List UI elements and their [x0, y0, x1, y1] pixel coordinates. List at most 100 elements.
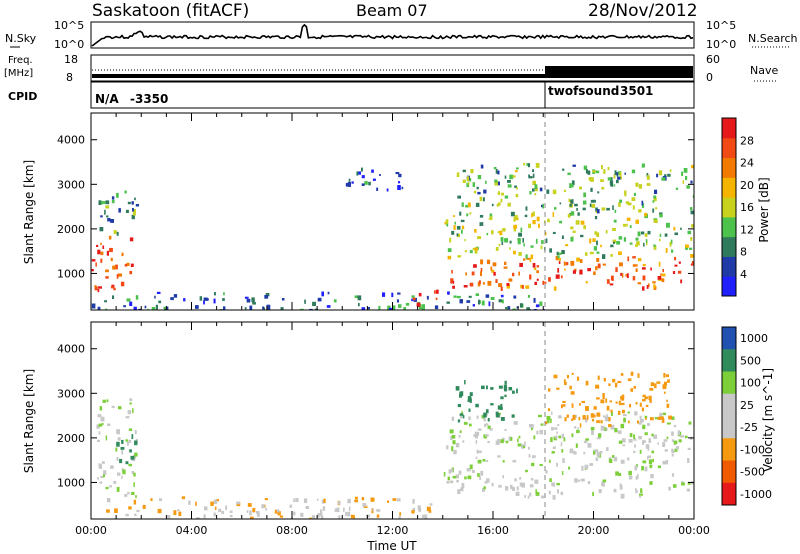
- range-cell: [138, 308, 142, 310]
- range-cell: [602, 394, 605, 400]
- range-cell: [486, 412, 488, 416]
- range-cell: [115, 447, 118, 452]
- range-cell: [605, 229, 608, 234]
- range-cell: [447, 476, 450, 481]
- range-cell: [322, 506, 326, 511]
- range-cell: [472, 182, 475, 187]
- range-cell: [113, 230, 117, 234]
- range-cell: [481, 300, 485, 306]
- range-cell: [641, 407, 644, 412]
- range-cell: [605, 398, 608, 403]
- range-cell: [577, 212, 580, 216]
- colorbar-tick-label: 24: [740, 157, 754, 170]
- range-cell: [527, 294, 530, 298]
- range-cell: [478, 450, 482, 454]
- range-cell: [134, 197, 136, 201]
- range-cell: [110, 465, 114, 469]
- range-cell: [495, 247, 499, 251]
- range-cell: [671, 453, 674, 457]
- range-cell: [533, 435, 536, 440]
- range-cell: [542, 203, 544, 209]
- range-cell: [470, 169, 474, 174]
- range-cell: [598, 489, 602, 494]
- range-cell: [688, 247, 693, 250]
- range-cell: [611, 412, 613, 416]
- range-cell: [504, 261, 507, 265]
- range-cell: [151, 307, 156, 310]
- colorbar-tick-label: 16: [740, 201, 754, 214]
- y-tick-label: 1000: [57, 476, 85, 489]
- range-cell: [497, 455, 501, 458]
- range-cell: [615, 267, 618, 273]
- range-cell: [483, 418, 486, 422]
- range-cell: [552, 189, 557, 195]
- range-cell: [96, 244, 99, 247]
- range-cell: [105, 276, 109, 279]
- range-cell: [627, 202, 632, 206]
- range-cell: [503, 384, 507, 390]
- range-cell: [635, 237, 639, 241]
- range-cell: [617, 176, 621, 180]
- range-cell: [586, 415, 589, 420]
- range-cell: [690, 180, 693, 184]
- range-cell: [403, 307, 406, 310]
- range-cell: [624, 172, 626, 175]
- range-cell: [678, 439, 682, 443]
- range-cell: [683, 168, 688, 173]
- range-cell: [529, 492, 532, 497]
- range-cell: [476, 449, 479, 454]
- range-cell: [110, 286, 114, 289]
- range-cell: [479, 476, 482, 480]
- range-cell: [590, 177, 594, 182]
- range-cell: [674, 448, 678, 452]
- range-cell: [642, 460, 647, 464]
- range-cell: [393, 305, 396, 310]
- range-cell: [154, 295, 156, 299]
- range-cell: [604, 427, 607, 432]
- range-cell: [630, 371, 634, 376]
- range-cell: [280, 307, 284, 310]
- range-cell: [668, 486, 671, 491]
- range-cell: [469, 250, 473, 254]
- range-cell: [541, 204, 543, 208]
- range-cell: [558, 415, 562, 419]
- range-cell: [659, 412, 663, 418]
- range-cell: [321, 291, 324, 297]
- range-cell: [223, 292, 225, 296]
- range-cell: [132, 209, 136, 214]
- range-cell: [483, 486, 486, 490]
- range-cell: [616, 172, 618, 176]
- range-cell: [203, 297, 208, 301]
- range-cell: [453, 449, 457, 455]
- range-cell: [653, 245, 657, 250]
- range-cell: [568, 466, 571, 470]
- range-cell: [126, 262, 130, 266]
- range-cell: [520, 284, 523, 289]
- range-cell: [121, 439, 124, 444]
- range-cell: [608, 458, 613, 463]
- range-cell: [265, 293, 270, 297]
- range-cell: [452, 285, 455, 289]
- range-cell: [612, 239, 617, 243]
- range-cell: [681, 171, 684, 176]
- colorbar-swatch: [722, 118, 736, 139]
- range-cell: [585, 252, 588, 256]
- range-cell: [633, 386, 636, 389]
- range-cell: [117, 437, 121, 441]
- range-cell: [589, 463, 593, 466]
- range-cell: [535, 162, 540, 168]
- range-cell: [357, 295, 362, 301]
- range-cell: [549, 459, 551, 463]
- range-cell: [525, 469, 528, 473]
- range-cell: [300, 512, 304, 517]
- range-cell: [464, 380, 466, 385]
- range-cell: [612, 205, 614, 210]
- range-cell: [675, 446, 679, 450]
- range-cell: [553, 286, 557, 291]
- range-cell: [623, 237, 626, 242]
- range-cell: [133, 306, 137, 310]
- range-cell: [144, 305, 147, 309]
- range-cell: [570, 391, 575, 395]
- range-cell: [490, 403, 494, 406]
- range-cell: [538, 223, 540, 229]
